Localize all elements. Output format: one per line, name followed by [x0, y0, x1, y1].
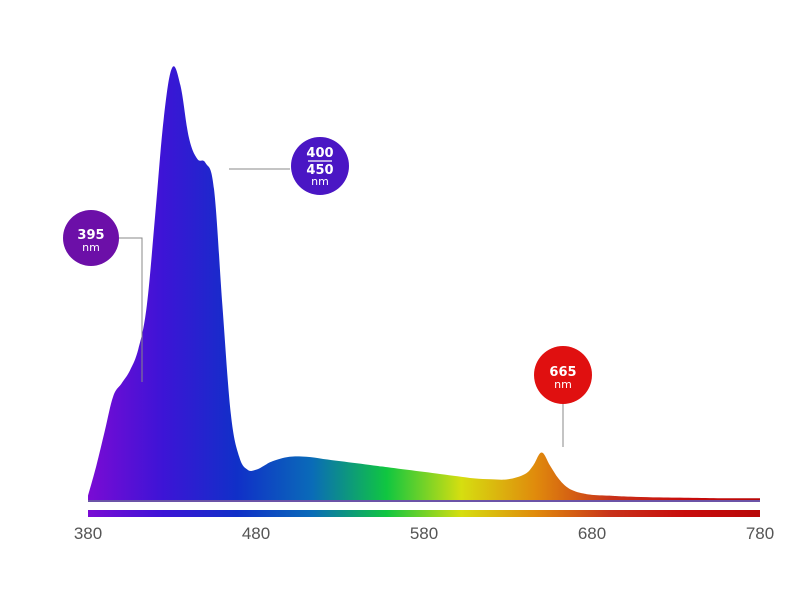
- badge-value: 665: [549, 365, 576, 380]
- badge-circle: [291, 137, 349, 195]
- x-tick-label: 680: [578, 524, 606, 543]
- spectrum-color-bar: [88, 510, 760, 517]
- x-tick-label: 580: [410, 524, 438, 543]
- badge-circle: [63, 210, 119, 266]
- badge-value: 400: [306, 146, 333, 161]
- plot-area: [88, 66, 760, 500]
- badge-value: 395: [77, 228, 104, 243]
- x-tick-label: 480: [242, 524, 270, 543]
- badge-value: 450: [306, 163, 333, 178]
- badge-unit: nm: [554, 378, 572, 391]
- badge-unit: nm: [82, 241, 100, 254]
- badge-unit: nm: [311, 175, 329, 188]
- leader-line: [119, 237, 143, 382]
- x-tick-label: 380: [74, 524, 102, 543]
- x-axis: 380 480 580 680 780: [74, 500, 774, 543]
- x-tick-label: 780: [746, 524, 774, 543]
- badge-circle: [534, 346, 592, 404]
- spectrum-area: [88, 66, 760, 500]
